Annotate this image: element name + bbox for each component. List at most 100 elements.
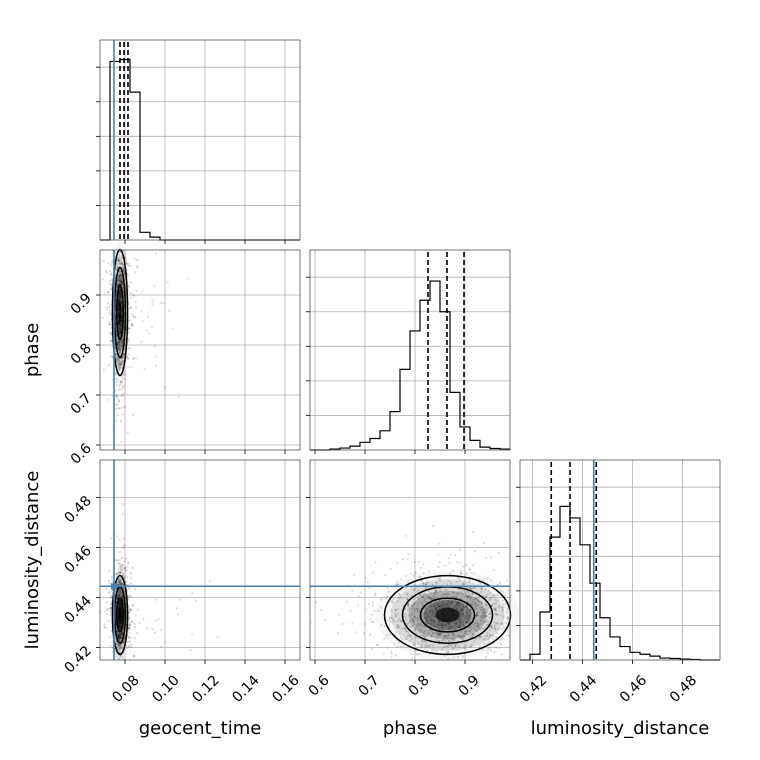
sample-point	[353, 573, 356, 576]
sample-point	[117, 283, 120, 286]
sample-point	[480, 601, 483, 604]
sample-point	[442, 615, 445, 618]
sample-point	[119, 347, 122, 350]
sample-point	[475, 597, 478, 600]
sample-point	[398, 617, 401, 621]
sample-point	[422, 563, 425, 566]
sample-point	[447, 643, 450, 646]
sample-point	[118, 262, 122, 266]
sample-point	[524, 640, 526, 642]
sample-point	[426, 613, 430, 616]
sample-point	[118, 361, 121, 364]
sample-point	[448, 603, 451, 606]
contour-phase-vs-luminosity-distance-0	[383, 574, 512, 656]
sample-point	[119, 303, 122, 306]
sample-point	[430, 597, 434, 601]
sample-point	[744, 631, 746, 633]
sample-point	[121, 173, 123, 175]
sample-point	[486, 652, 489, 655]
sample-point	[467, 614, 470, 618]
sample-point	[118, 259, 121, 262]
sample-point	[473, 640, 476, 643]
sample-point	[122, 586, 126, 590]
sample-point	[481, 587, 484, 590]
sample-point	[119, 621, 122, 624]
sample-point	[103, 626, 106, 629]
sample-point	[118, 350, 121, 353]
sample-point	[466, 595, 469, 598]
sample-point	[438, 579, 441, 582]
sample-point	[430, 618, 434, 621]
sample-point	[427, 604, 431, 607]
sample-point	[160, 645, 163, 648]
sample-point	[458, 606, 461, 609]
sample-point	[117, 624, 121, 627]
sample-point	[119, 572, 122, 575]
sample-point	[507, 675, 509, 677]
sample-point	[106, 302, 109, 305]
sample-point	[117, 308, 120, 311]
sample-point	[469, 599, 472, 602]
sample-point	[120, 394, 123, 397]
sample-point	[118, 602, 121, 605]
sample-point	[441, 605, 444, 608]
sample-point	[470, 592, 473, 595]
sample-point	[127, 340, 130, 343]
contour-geocent-time-vs-luminosity-distance-2	[116, 597, 124, 633]
sample-point	[435, 626, 439, 629]
sample-point	[117, 637, 120, 640]
sample-point	[121, 633, 124, 636]
sample-point	[117, 315, 120, 318]
sample-point	[118, 319, 121, 322]
sample-point	[119, 315, 122, 318]
sample-point	[102, 259, 105, 263]
sample-point	[408, 633, 411, 637]
sample-point	[376, 643, 379, 646]
sample-point	[475, 615, 478, 619]
sample-point	[394, 612, 397, 615]
sample-point	[449, 625, 452, 628]
sample-point	[422, 632, 425, 635]
sample-point	[115, 645, 119, 648]
sample-point	[446, 637, 449, 640]
sample-point	[439, 625, 443, 628]
sample-point	[450, 619, 453, 622]
sample-point	[493, 626, 496, 629]
sample-point	[120, 673, 122, 675]
sample-point	[469, 608, 472, 611]
sample-point	[466, 614, 469, 617]
sample-point	[121, 563, 124, 567]
sample-point	[476, 614, 479, 617]
sample-point	[120, 319, 123, 322]
sample-point	[114, 395, 118, 398]
sample-point	[430, 621, 433, 625]
sample-point	[121, 656, 124, 660]
sample-point	[118, 613, 121, 616]
sample-point	[406, 603, 409, 606]
sample-point	[449, 617, 452, 620]
sample-point	[120, 612, 123, 615]
xtick-label-phase: 0.7	[356, 672, 383, 699]
sample-point	[110, 278, 113, 282]
sample-point	[119, 342, 122, 345]
sample-point	[118, 601, 122, 604]
sample-point	[121, 663, 123, 665]
xtick-label-geocent-time: 0.08	[109, 672, 142, 705]
sample-point	[118, 594, 121, 597]
sample-point	[507, 609, 510, 613]
sample-point	[511, 640, 513, 642]
sample-point	[118, 300, 121, 303]
sample-point	[459, 636, 462, 639]
sample-point	[124, 570, 127, 573]
sample-point	[118, 608, 121, 611]
sample-point	[121, 630, 124, 633]
sample-point	[500, 621, 503, 625]
sample-point	[118, 303, 121, 307]
sample-point	[120, 256, 123, 259]
sample-point	[450, 615, 453, 618]
sample-point	[117, 314, 120, 317]
sample-point	[115, 268, 118, 271]
sample-point	[119, 303, 122, 306]
sample-point	[105, 612, 109, 616]
sample-point	[117, 568, 120, 571]
